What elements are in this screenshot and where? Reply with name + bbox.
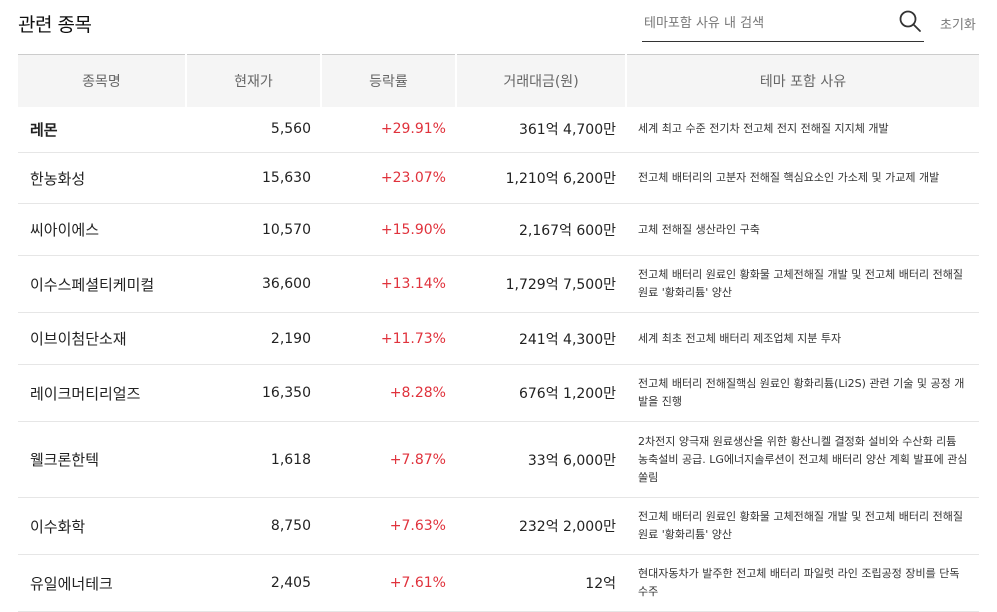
- trade-amount: 676억 1,200만: [456, 364, 626, 422]
- page-title: 관련 종목: [18, 14, 92, 36]
- current-price: 2,190: [186, 312, 321, 365]
- table-row[interactable]: 레몬 5,560 +29.91% 361억 4,700만 세계 최고 수준 전기…: [18, 106, 979, 153]
- theme-reason: 2차전지 양극재 원료생산을 위한 황산니켈 결정화 설비와 수산화 리튬 농축…: [626, 421, 979, 498]
- theme-reason: 전고체 배터리 원료인 황화물 고체전해질 개발 및 전고체 배터리 전해질 원…: [626, 497, 979, 555]
- current-price: 8,750: [186, 497, 321, 555]
- current-price: 15,630: [186, 152, 321, 204]
- current-price: 1,618: [186, 421, 321, 498]
- stock-name[interactable]: 웰크론한텍: [18, 421, 186, 498]
- table-row[interactable]: 웰크론한텍 1,618 +7.87% 33억 6,000만 2차전지 양극재 원…: [18, 421, 979, 498]
- trade-amount: 33억 6,000만: [456, 421, 626, 498]
- stock-name[interactable]: 레이크머티리얼즈: [18, 364, 186, 422]
- stock-name[interactable]: 이브이첨단소재: [18, 312, 186, 365]
- table-row[interactable]: 이수화학 8,750 +7.63% 232억 2,000만 전고체 배터리 원료…: [18, 497, 979, 555]
- stock-name[interactable]: 씨아이에스: [18, 203, 186, 256]
- search-input[interactable]: [642, 9, 882, 37]
- trade-amount: 241억 4,300만: [456, 312, 626, 365]
- theme-reason: 전고체 배터리의 고분자 전해질 핵심요소인 가소제 및 가교제 개발: [626, 152, 979, 204]
- column-header-price: 현재가: [186, 54, 322, 107]
- change-rate: +13.14%: [321, 255, 456, 313]
- search-box: [642, 7, 924, 42]
- theme-reason: 전고체 배터리 전해질핵심 원료인 황화리튬(Li2S) 관련 기술 및 공정 …: [626, 364, 979, 422]
- current-price: 10,570: [186, 203, 321, 256]
- table-row[interactable]: 유일에너테크 2,405 +7.61% 12억 현대자동차가 발주한 전고체 배…: [18, 554, 979, 612]
- page-header: 관련 종목 초기화: [0, 0, 997, 48]
- stock-name[interactable]: 유일에너테크: [18, 554, 186, 612]
- trade-amount: 1,729억 7,500만: [456, 255, 626, 313]
- column-header-reason: 테마 포함 사유: [626, 54, 979, 107]
- current-price: 16,350: [186, 364, 321, 422]
- theme-reason: 전고체 배터리 원료인 황화물 고체전해질 개발 및 전고체 배터리 전해질 원…: [626, 255, 979, 313]
- change-rate: +7.63%: [321, 497, 456, 555]
- related-stocks-table: 종목명 현재가 등락률 거래대금(원) 테마 포함 사유 레몬 5,560 +2…: [18, 54, 979, 612]
- trade-amount: 2,167억 600만: [456, 203, 626, 256]
- column-header-name: 종목명: [18, 54, 187, 107]
- theme-reason: 현대자동차가 발주한 전고체 배터리 파일럿 라인 조립공정 장비를 단독 수주: [626, 554, 979, 612]
- stock-name[interactable]: 이수화학: [18, 497, 186, 555]
- change-rate: +29.91%: [321, 106, 456, 153]
- search-icon[interactable]: [898, 9, 922, 33]
- trade-amount: 232억 2,000만: [456, 497, 626, 555]
- table-row[interactable]: 레이크머티리얼즈 16,350 +8.28% 676억 1,200만 전고체 배…: [18, 364, 979, 422]
- theme-reason: 세계 최초 전고체 배터리 제조업체 지분 투자: [626, 312, 979, 365]
- stock-name[interactable]: 레몬: [18, 106, 186, 153]
- trade-amount: 12억: [456, 554, 626, 612]
- change-rate: +23.07%: [321, 152, 456, 204]
- theme-reason: 고체 전해질 생산라인 구축: [626, 203, 979, 256]
- change-rate: +8.28%: [321, 364, 456, 422]
- change-rate: +11.73%: [321, 312, 456, 365]
- current-price: 36,600: [186, 255, 321, 313]
- change-rate: +15.90%: [321, 203, 456, 256]
- column-header-rate: 등락률: [321, 54, 457, 107]
- current-price: 2,405: [186, 554, 321, 612]
- trade-amount: 1,210억 6,200만: [456, 152, 626, 204]
- stock-name[interactable]: 이수스페셜티케미컬: [18, 255, 186, 313]
- reset-button[interactable]: 초기화: [940, 18, 976, 33]
- change-rate: +7.87%: [321, 421, 456, 498]
- column-header-amount: 거래대금(원): [456, 54, 627, 107]
- table-row[interactable]: 이수스페셜티케미컬 36,600 +13.14% 1,729억 7,500만 전…: [18, 255, 979, 313]
- current-price: 5,560: [186, 106, 321, 153]
- change-rate: +7.61%: [321, 554, 456, 612]
- table-row[interactable]: 이브이첨단소재 2,190 +11.73% 241억 4,300만 세계 최초 …: [18, 312, 979, 365]
- table-row[interactable]: 씨아이에스 10,570 +15.90% 2,167억 600만 고체 전해질 …: [18, 203, 979, 256]
- theme-reason: 세계 최고 수준 전기차 전고체 전지 전해질 지지체 개발: [626, 106, 979, 153]
- trade-amount: 361억 4,700만: [456, 106, 626, 153]
- table-header-row: 종목명 현재가 등락률 거래대금(원) 테마 포함 사유: [18, 54, 979, 107]
- stock-name[interactable]: 한농화성: [18, 152, 186, 204]
- table-row[interactable]: 한농화성 15,630 +23.07% 1,210억 6,200만 전고체 배터…: [18, 152, 979, 204]
